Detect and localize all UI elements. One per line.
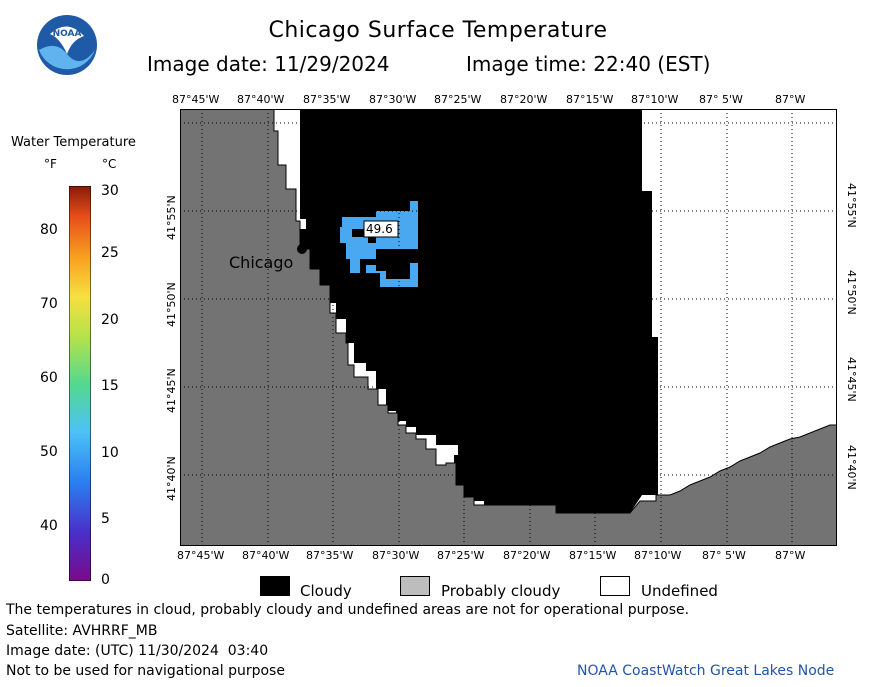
land-area: [179, 108, 838, 547]
lon-label-bottom: 87° 5'W: [702, 549, 746, 562]
chicago-marker[interactable]: [297, 244, 307, 254]
city-label: Chicago: [229, 253, 294, 272]
unit-celsius: °C: [102, 157, 117, 171]
lat-label-left: 41°50'N: [165, 282, 178, 327]
lon-label-bottom: 87°20'W: [503, 549, 551, 562]
lon-label-top: 87°15'W: [566, 93, 614, 106]
lon-label-bottom: 87°25'W: [437, 549, 485, 562]
utc-date-text: Image date: (UTC) 11/30/2024 03:40: [6, 643, 269, 659]
legend-label-cloudy: Cloudy: [300, 582, 352, 600]
lon-label-top: 87°30'W: [369, 93, 417, 106]
image-time-label: Image time: 22:40 (EST): [466, 52, 711, 76]
lat-label-right: 41°55'N: [845, 183, 858, 228]
c-tick: 20: [101, 312, 119, 328]
map-panel[interactable]: [179, 108, 838, 547]
lon-label-bottom: 87°35'W: [306, 549, 354, 562]
lat-label-left: 41°45'N: [165, 368, 178, 413]
c-tick: 30: [101, 183, 119, 199]
lon-label-top: 87°W: [775, 93, 806, 106]
page-title: Chicago Surface Temperature: [268, 18, 608, 43]
lon-label-bottom: 87°W: [775, 549, 806, 562]
colorbar: [68, 185, 92, 582]
legend-swatch-cloudy: [260, 576, 290, 596]
f-tick: 50: [40, 444, 58, 460]
noaa-logo: NOAA: [36, 14, 98, 76]
disclaimer-text: The temperatures in cloud, probably clou…: [6, 602, 690, 618]
cloud-gap: [360, 259, 376, 273]
lon-label-bottom: 87°15'W: [569, 549, 617, 562]
lon-label-top: 87°45'W: [172, 93, 220, 106]
legend-label-probably-cloudy: Probably cloudy: [441, 582, 561, 600]
c-tick: 25: [101, 245, 119, 261]
lon-label-top: 87° 5'W: [699, 93, 743, 106]
c-tick: 5: [101, 511, 110, 527]
lat-label-right: 41°50'N: [845, 270, 858, 315]
lon-label-bottom: 87°10'W: [634, 549, 682, 562]
cloud-area: [300, 109, 658, 513]
image-date-label: Image date: 11/29/2024: [147, 52, 390, 76]
graticule: [180, 109, 837, 546]
temperature-readout: 49.6: [366, 222, 393, 236]
lat-label-right: 41°40'N: [845, 445, 858, 490]
lon-label-top: 87°35'W: [303, 93, 351, 106]
lat-label-right: 41°45'N: [845, 357, 858, 402]
legend-swatch-probably-cloudy: [400, 576, 430, 596]
cloud-gap: [376, 249, 418, 279]
lat-label-left: 41°55'N: [165, 195, 178, 240]
f-tick: 80: [40, 222, 58, 238]
lat-label-left: 41°40'N: [165, 456, 178, 501]
f-tick: 40: [40, 518, 58, 534]
lon-label-top: 87°20'W: [500, 93, 548, 106]
lon-label-top: 87°40'W: [237, 93, 285, 106]
satellite-text: Satellite: AVHRRF_MB: [6, 623, 158, 639]
lon-label-top: 87°25'W: [434, 93, 482, 106]
c-tick: 0: [101, 572, 110, 588]
f-tick: 70: [40, 296, 58, 312]
logo-text: NOAA: [53, 29, 82, 39]
lon-label-bottom: 87°30'W: [372, 549, 420, 562]
legend-label-undefined: Undefined: [641, 582, 718, 600]
lon-label-bottom: 87°45'W: [177, 549, 225, 562]
temperature-readout-box: [363, 220, 399, 238]
lon-label-bottom: 87°40'W: [242, 549, 290, 562]
lon-label-top: 87°10'W: [631, 93, 679, 106]
credit-link[interactable]: NOAA CoastWatch Great Lakes Node: [577, 663, 835, 679]
c-tick: 10: [101, 445, 119, 461]
navigation-warning: Not to be used for navigational purpose: [6, 663, 285, 679]
legend-swatch-undefined: [600, 576, 630, 596]
unit-fahrenheit: °F: [44, 157, 57, 171]
colorbar-title: Water Temperature: [11, 135, 136, 150]
c-tick: 15: [101, 378, 119, 394]
f-tick: 60: [40, 370, 58, 386]
